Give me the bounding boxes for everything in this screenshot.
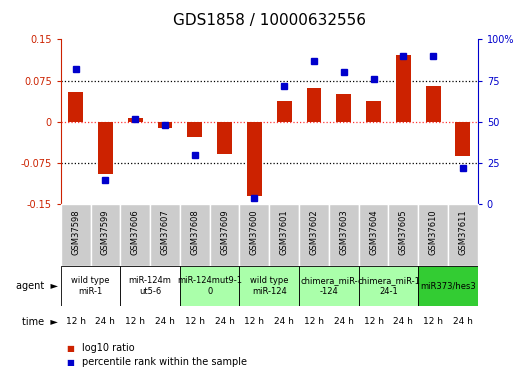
Text: 12 h: 12 h [423, 317, 443, 326]
Bar [336, 94, 351, 122]
Bar [418, 204, 448, 266]
Text: miR373/hes3: miR373/hes3 [420, 281, 476, 290]
Bar [247, 122, 262, 196]
Bar [90, 204, 120, 266]
Bar [157, 122, 173, 129]
Text: GSM37606: GSM37606 [131, 209, 140, 255]
Bar [359, 266, 418, 306]
Text: 24 h: 24 h [155, 317, 175, 326]
Bar [128, 118, 143, 122]
Text: 12 h: 12 h [65, 317, 86, 326]
Bar [307, 88, 322, 122]
Text: GSM37604: GSM37604 [369, 209, 378, 255]
Text: GSM37602: GSM37602 [309, 209, 318, 255]
Text: chimera_miR-1
24-1: chimera_miR-1 24-1 [357, 276, 420, 296]
Text: GSM37611: GSM37611 [458, 209, 467, 255]
Bar [396, 55, 411, 122]
Text: 24 h: 24 h [96, 317, 115, 326]
Bar [329, 204, 359, 266]
Bar [359, 204, 389, 266]
Text: 24 h: 24 h [215, 317, 234, 326]
Text: 12 h: 12 h [304, 317, 324, 326]
Text: ■: ■ [66, 358, 74, 367]
Bar [299, 204, 329, 266]
Text: 12 h: 12 h [125, 317, 145, 326]
Text: GSM37608: GSM37608 [190, 209, 199, 255]
Bar [68, 92, 83, 122]
Text: 24 h: 24 h [274, 317, 294, 326]
Text: GSM37603: GSM37603 [340, 209, 348, 255]
Text: agent  ►: agent ► [16, 281, 58, 291]
Text: 24 h: 24 h [453, 317, 473, 326]
Bar [120, 266, 180, 306]
Text: GSM37599: GSM37599 [101, 209, 110, 255]
Bar [187, 122, 202, 137]
Text: 12 h: 12 h [364, 317, 383, 326]
Text: miR-124m
ut5-6: miR-124m ut5-6 [129, 276, 172, 296]
Text: GSM37610: GSM37610 [429, 209, 438, 255]
Bar [269, 204, 299, 266]
Text: GSM37600: GSM37600 [250, 209, 259, 255]
Bar [240, 266, 299, 306]
Bar [150, 204, 180, 266]
Bar [61, 204, 90, 266]
Bar [299, 266, 359, 306]
Bar [98, 122, 113, 174]
Text: wild type
miR-1: wild type miR-1 [71, 276, 110, 296]
Text: chimera_miR-
-124: chimera_miR- -124 [300, 276, 357, 296]
Bar [120, 204, 150, 266]
Text: 24 h: 24 h [334, 317, 354, 326]
Text: GSM37609: GSM37609 [220, 209, 229, 255]
Text: GSM37598: GSM37598 [71, 209, 80, 255]
Bar [418, 266, 478, 306]
Text: log10 ratio: log10 ratio [82, 343, 135, 353]
Bar [277, 101, 291, 122]
Text: ■: ■ [66, 344, 74, 353]
Text: GSM37601: GSM37601 [280, 209, 289, 255]
Text: 12 h: 12 h [185, 317, 205, 326]
Bar [180, 204, 210, 266]
Bar [210, 204, 240, 266]
Bar [180, 266, 240, 306]
Text: GSM37607: GSM37607 [161, 209, 169, 255]
Text: wild type
miR-124: wild type miR-124 [250, 276, 288, 296]
Text: percentile rank within the sample: percentile rank within the sample [82, 357, 247, 368]
Text: time  ►: time ► [22, 316, 58, 327]
Text: 24 h: 24 h [393, 317, 413, 326]
Bar [448, 204, 478, 266]
Bar [61, 266, 120, 306]
Bar [217, 122, 232, 154]
Text: GDS1858 / 10000632556: GDS1858 / 10000632556 [173, 13, 366, 28]
Bar [389, 204, 418, 266]
Text: 12 h: 12 h [244, 317, 265, 326]
Text: miR-124mut9-1
0: miR-124mut9-1 0 [177, 276, 242, 296]
Text: GSM37605: GSM37605 [399, 209, 408, 255]
Bar [366, 101, 381, 122]
Bar [426, 86, 440, 122]
Bar [456, 122, 470, 156]
Bar [240, 204, 269, 266]
